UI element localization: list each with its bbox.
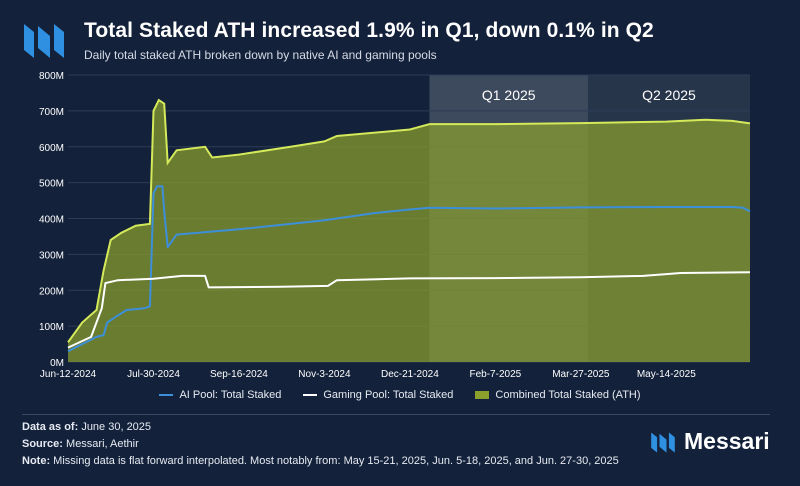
x-tick-label: Sep-16-2024 bbox=[210, 369, 268, 380]
x-tick-label: Jun-12-2024 bbox=[40, 369, 97, 380]
legend-combined-swatch bbox=[475, 391, 490, 399]
source-value: Messari, Aethir bbox=[66, 438, 139, 450]
y-tick-label: 0M bbox=[50, 358, 64, 369]
x-tick-label: Mar-27-2025 bbox=[552, 369, 610, 380]
x-tick-label: Nov-3-2024 bbox=[298, 369, 351, 380]
legend-combined: Combined Total Staked (ATH) bbox=[475, 389, 641, 401]
brand-lockup: Messari bbox=[650, 428, 770, 455]
legend-gaming-pool: Gaming Pool: Total Staked bbox=[303, 389, 453, 401]
brand-name: Messari bbox=[684, 428, 770, 454]
series-combined-area bbox=[68, 100, 750, 362]
source-label: Source: bbox=[22, 438, 63, 450]
x-tick-label: Feb-7-2025 bbox=[470, 369, 522, 380]
y-tick-label: 700M bbox=[39, 107, 64, 118]
y-tick-label: 300M bbox=[39, 250, 64, 261]
series-combined-line bbox=[67, 98, 751, 343]
chart-subtitle: Daily total staked ATH broken down by na… bbox=[84, 48, 437, 62]
footer-divider bbox=[22, 414, 770, 415]
data-as-of-label: Data as of: bbox=[22, 421, 79, 433]
footer-data-as-of: Data as of: June 30, 2025 bbox=[22, 421, 151, 433]
legend-ai-label: AI Pool: Total Staked bbox=[179, 389, 282, 401]
legend-combined-label: Combined Total Staked (ATH) bbox=[495, 389, 641, 401]
x-tick-label: Jul-30-2024 bbox=[127, 369, 180, 380]
footer-note: Note: Missing data is flat forward inter… bbox=[22, 455, 619, 467]
messari-logo-icon bbox=[24, 24, 64, 58]
y-tick-label: 200M bbox=[39, 286, 64, 297]
y-tick-label: 100M bbox=[39, 322, 64, 333]
footer-source: Source: Messari, Aethir bbox=[22, 438, 139, 450]
x-tick-label: Dec-21-2024 bbox=[381, 369, 439, 380]
note-label: Note: bbox=[22, 455, 51, 467]
series-ai-pool-line bbox=[67, 185, 751, 353]
y-tick-label: 500M bbox=[39, 179, 64, 190]
legend-gaming-swatch bbox=[303, 394, 318, 396]
series-gaming-pool-line bbox=[67, 271, 751, 349]
legend-gaming-label: Gaming Pool: Total Staked bbox=[323, 389, 454, 401]
quarter-label-2: Q2 2025 bbox=[642, 87, 696, 103]
legend-ai-pool: AI Pool: Total Staked bbox=[159, 389, 281, 401]
data-as-of-value: June 30, 2025 bbox=[81, 421, 152, 433]
y-tick-label: 800M bbox=[39, 71, 64, 82]
y-tick-label: 400M bbox=[39, 215, 64, 226]
chart-title: Total Staked ATH increased 1.9% in Q1, d… bbox=[84, 19, 654, 42]
legend-ai-swatch bbox=[159, 394, 174, 396]
messari-brand-icon bbox=[651, 432, 675, 453]
quarter-label-1: Q1 2025 bbox=[482, 87, 536, 103]
chart-legend: AI Pool: Total Staked Gaming Pool: Total… bbox=[0, 389, 800, 401]
y-tick-label: 600M bbox=[39, 143, 64, 154]
x-tick-label: May-14-2025 bbox=[637, 369, 696, 380]
note-value: Missing data is flat forward interpolate… bbox=[53, 455, 619, 467]
